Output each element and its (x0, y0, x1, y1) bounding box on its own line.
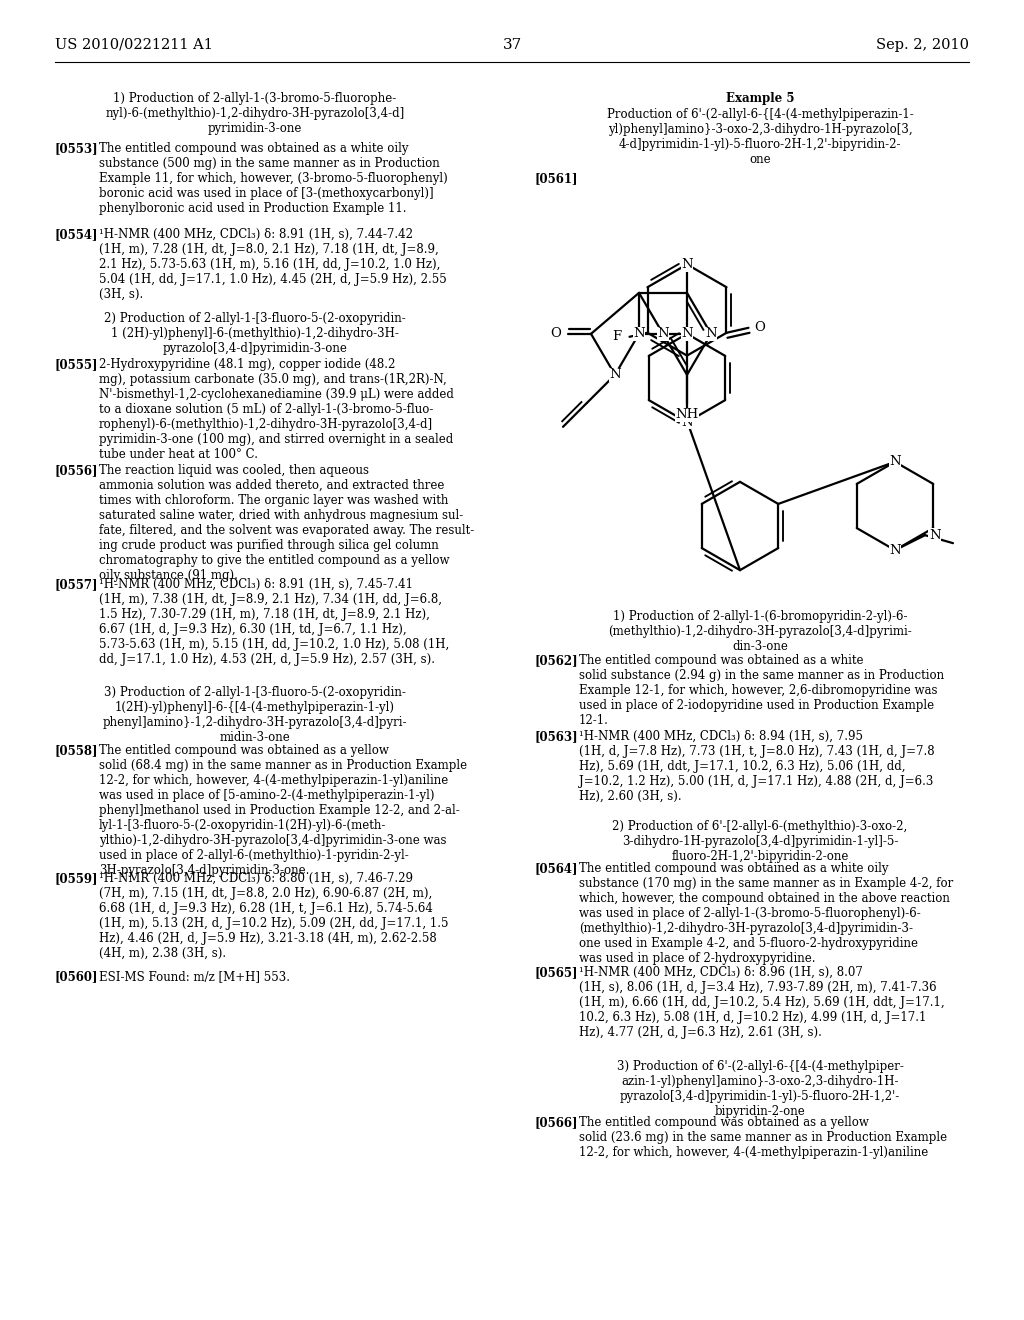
Text: The entitled compound was obtained as a yellow
solid (23.6 mg) in the same manne: The entitled compound was obtained as a … (579, 1115, 947, 1159)
Text: N: N (609, 368, 621, 381)
Text: [0563]: [0563] (535, 730, 579, 743)
Text: ¹H-NMR (400 MHz, CDCl₃) δ: 8.91 (1H, s), 7.44-7.42
(1H, m), 7.28 (1H, dt, J=8.0,: ¹H-NMR (400 MHz, CDCl₃) δ: 8.91 (1H, s),… (99, 228, 446, 301)
Text: The entitled compound was obtained as a white oily
substance (500 mg) in the sam: The entitled compound was obtained as a … (99, 143, 447, 215)
Text: N: N (633, 327, 645, 341)
Text: N: N (681, 327, 693, 341)
Text: The entitled compound was obtained as a white oily
substance (170 mg) in the sam: The entitled compound was obtained as a … (579, 862, 953, 965)
Text: F: F (612, 330, 622, 343)
Text: ¹H-NMR (400 MHz, CDCl₃) δ: 8.94 (1H, s), 7.95
(1H, d, J=7.8 Hz), 7.73 (1H, t, J=: ¹H-NMR (400 MHz, CDCl₃) δ: 8.94 (1H, s),… (579, 730, 935, 803)
Text: [0558]: [0558] (55, 744, 98, 756)
Text: [0565]: [0565] (535, 966, 579, 979)
Text: [0566]: [0566] (535, 1115, 579, 1129)
Text: N: N (889, 544, 901, 557)
Text: 2) Production of 6'-[2-allyl-6-(methylthio)-3-oxo-2,
3-dihydro-1H-pyrazolo[3,4-d: 2) Production of 6'-[2-allyl-6-(methylth… (612, 820, 907, 863)
Text: [0564]: [0564] (535, 862, 579, 875)
Text: 1) Production of 2-allyl-1-(6-bromopyridin-2-yl)-6-
(methylthio)-1,2-dihydro-3H-: 1) Production of 2-allyl-1-(6-bromopyrid… (608, 610, 912, 653)
Text: N: N (929, 528, 941, 541)
Text: US 2010/0221211 A1: US 2010/0221211 A1 (55, 38, 213, 51)
Text: 2) Production of 2-allyl-1-[3-fluoro-5-(2-oxopyridin-
1 (2H)-yl)phenyl]-6-(methy: 2) Production of 2-allyl-1-[3-fluoro-5-(… (104, 312, 406, 355)
Text: 1) Production of 2-allyl-1-(3-bromo-5-fluorophe-
nyl)-6-(methylthio)-1,2-dihydro: 1) Production of 2-allyl-1-(3-bromo-5-fl… (105, 92, 404, 135)
Text: [0553]: [0553] (55, 143, 98, 154)
Text: The reaction liquid was cooled, then aqueous
ammonia solution was added thereto,: The reaction liquid was cooled, then aqu… (99, 465, 474, 582)
Text: [0557]: [0557] (55, 578, 98, 591)
Text: N: N (706, 327, 717, 341)
Text: 37: 37 (503, 38, 521, 51)
Text: 2-Hydroxypyridine (48.1 mg), copper iodide (48.2
mg), potassium carbonate (35.0 : 2-Hydroxypyridine (48.1 mg), copper iodi… (99, 358, 454, 461)
Text: ¹H-NMR (400 MHz, CDCl₃) δ: 8.80 (1H, s), 7.46-7.29
(7H, m), 7.15 (1H, dt, J=8.8,: ¹H-NMR (400 MHz, CDCl₃) δ: 8.80 (1H, s),… (99, 873, 449, 960)
Text: 3) Production of 2-allyl-1-[3-fluoro-5-(2-oxopyridin-
1(2H)-yl)phenyl]-6-{[4-(4-: 3) Production of 2-allyl-1-[3-fluoro-5-(… (102, 686, 408, 744)
Text: [0561]: [0561] (535, 172, 579, 185)
Text: N: N (681, 416, 693, 429)
Text: N: N (681, 257, 693, 271)
Text: The entitled compound was obtained as a white
solid substance (2.94 g) in the sa: The entitled compound was obtained as a … (579, 653, 944, 727)
Text: [0556]: [0556] (55, 465, 98, 477)
Text: O: O (550, 327, 561, 341)
Text: [0560]: [0560] (55, 970, 98, 983)
Text: NH: NH (676, 408, 698, 421)
Text: The entitled compound was obtained as a yellow
solid (68.4 mg) in the same manne: The entitled compound was obtained as a … (99, 744, 467, 876)
Text: Sep. 2, 2010: Sep. 2, 2010 (876, 38, 969, 51)
Text: [0555]: [0555] (55, 358, 98, 371)
Text: ¹H-NMR (400 MHz, CDCl₃) δ: 8.91 (1H, s), 7.45-7.41
(1H, m), 7.38 (1H, dt, J=8.9,: ¹H-NMR (400 MHz, CDCl₃) δ: 8.91 (1H, s),… (99, 578, 450, 667)
Text: [0559]: [0559] (55, 873, 98, 884)
Text: N: N (657, 327, 669, 341)
Text: ESI-MS Found: m/z [M+H] 553.: ESI-MS Found: m/z [M+H] 553. (99, 970, 290, 983)
Text: ¹H-NMR (400 MHz, CDCl₃) δ: 8.96 (1H, s), 8.07
(1H, s), 8.06 (1H, d, J=3.4 Hz), 7: ¹H-NMR (400 MHz, CDCl₃) δ: 8.96 (1H, s),… (579, 966, 944, 1039)
Text: Production of 6'-(2-allyl-6-{[4-(4-methylpiperazin-1-
yl)phenyl]amino}-3-oxo-2,3: Production of 6'-(2-allyl-6-{[4-(4-methy… (606, 108, 913, 166)
Text: [0562]: [0562] (535, 653, 579, 667)
Text: O: O (755, 321, 765, 334)
Text: Example 5: Example 5 (726, 92, 795, 106)
Text: N: N (889, 455, 901, 469)
Text: 3) Production of 6'-(2-allyl-6-{[4-(4-methylpiper-
azin-1-yl)phenyl]amino}-3-oxo: 3) Production of 6'-(2-allyl-6-{[4-(4-me… (616, 1060, 903, 1118)
Text: [0554]: [0554] (55, 228, 98, 242)
